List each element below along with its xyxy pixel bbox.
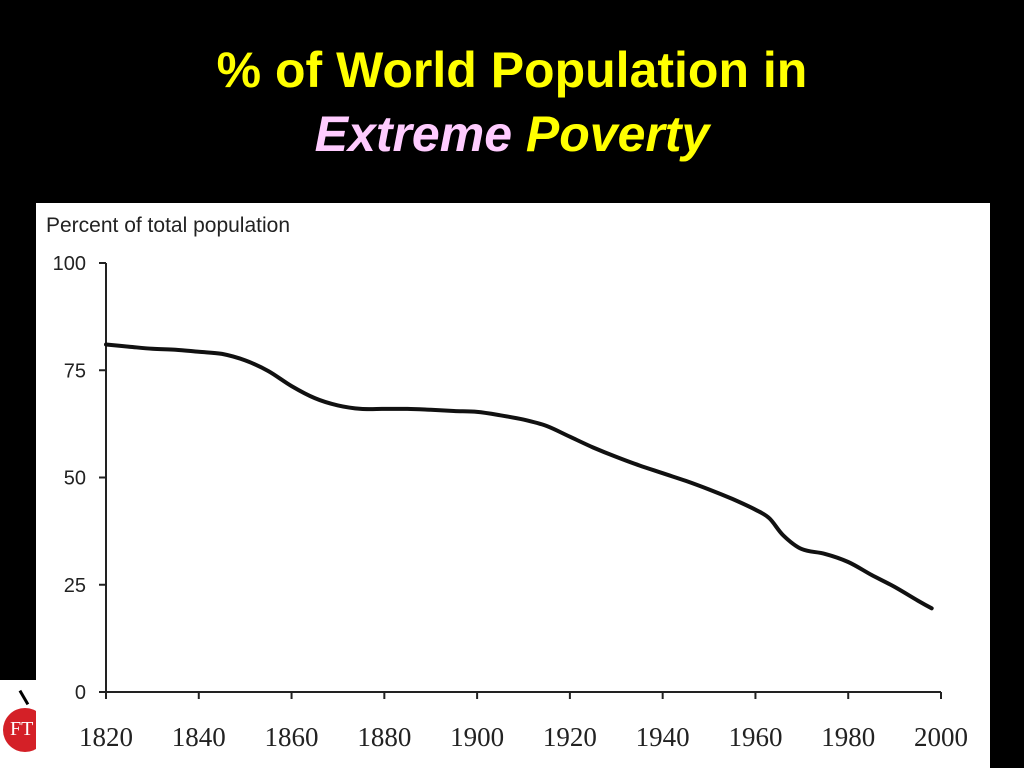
series-line bbox=[104, 342, 934, 611]
apple-logo-icon bbox=[3, 708, 36, 752]
x-tick-label: 1980 bbox=[821, 722, 875, 752]
y-tick-label: 100 bbox=[53, 253, 86, 275]
x-tick-label: 1900 bbox=[450, 722, 504, 752]
y-tick-label: 50 bbox=[64, 468, 86, 490]
x-tick-label: 1940 bbox=[636, 722, 690, 752]
x-tick-label: 1840 bbox=[172, 722, 226, 752]
logo-text: FT bbox=[10, 718, 34, 740]
page-title: % of World Population in Extreme Poverty bbox=[0, 38, 1024, 166]
x-tick-label: 1920 bbox=[543, 722, 597, 752]
y-tick-label: 25 bbox=[64, 575, 86, 597]
ft-logo: FT bbox=[0, 680, 36, 768]
x-tick-label: 1820 bbox=[79, 722, 133, 752]
x-tick-label: 1960 bbox=[728, 722, 782, 752]
title-poverty-word: Poverty bbox=[525, 106, 710, 162]
y-tick-label: 75 bbox=[64, 360, 86, 382]
x-tick-label: 2000 bbox=[914, 722, 968, 752]
x-ticks: 1820 1840 1860 1880 1900 1920 1940 1960 1980 2000 bbox=[79, 692, 968, 752]
y-ticks: 0 25 50 75 100 bbox=[53, 253, 106, 704]
title-line-1: % of World Population in bbox=[216, 42, 808, 98]
apple-stem-icon bbox=[18, 686, 35, 706]
series-layer bbox=[104, 342, 934, 611]
chart-panel: Percent of total population 0 25 50 75 100 1… bbox=[36, 203, 990, 768]
y-tick-label: 0 bbox=[75, 682, 86, 704]
x-tick-label: 1880 bbox=[357, 722, 411, 752]
title-extreme-word: Extreme bbox=[314, 106, 512, 162]
x-tick-label: 1860 bbox=[265, 722, 319, 752]
title-line-2: Extreme Poverty bbox=[0, 102, 1024, 166]
y-axis-title: Percent of total population bbox=[46, 214, 290, 237]
poverty-line-chart: Percent of total population 0 25 50 75 100 1… bbox=[46, 214, 968, 752]
